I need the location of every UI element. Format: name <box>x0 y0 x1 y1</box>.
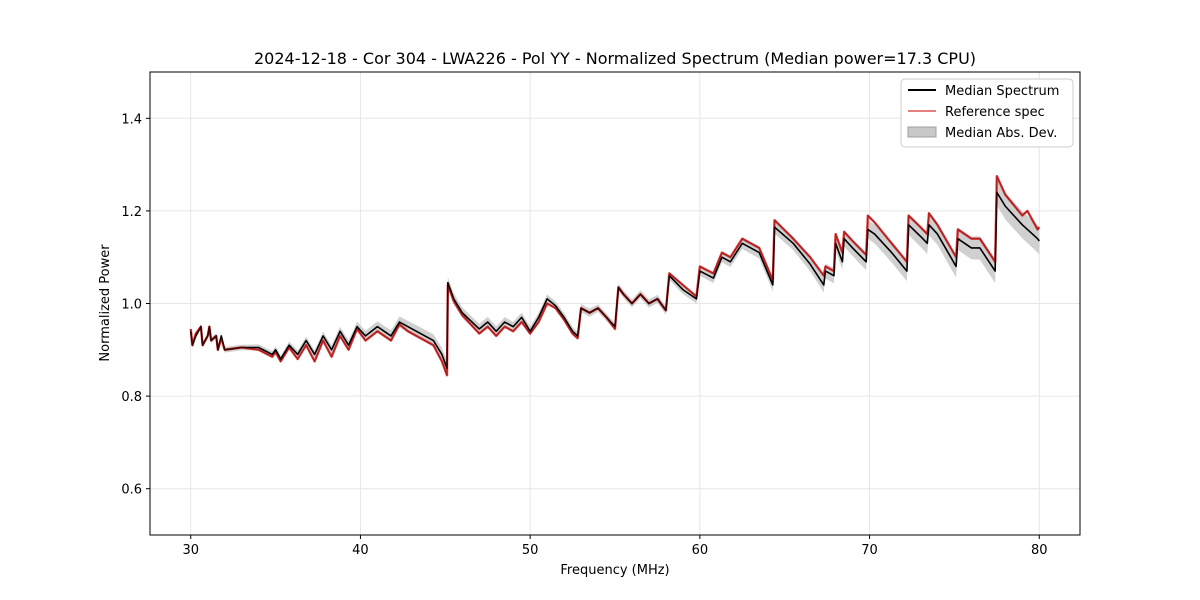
x-tick-label: 50 <box>522 543 539 558</box>
y-tick-label: 0.6 <box>121 483 142 498</box>
plot-area <box>189 174 1041 377</box>
chart-title: 2024-12-18 - Cor 304 - LWA226 - Pol YY -… <box>254 49 976 68</box>
legend-swatch-mad <box>907 126 937 138</box>
y-axis-label: Normalized Power <box>98 244 113 362</box>
x-tick-label: 30 <box>182 543 199 558</box>
x-tick-label: 80 <box>1031 543 1048 558</box>
spectrum-overlap-line <box>190 175 1040 376</box>
x-tick-label: 70 <box>861 543 878 558</box>
legend-label-mad: Median Abs. Dev. <box>945 126 1057 141</box>
legend-label-reference: Reference spec <box>945 105 1045 120</box>
x-tick-label: 60 <box>692 543 709 558</box>
x-tick-label: 40 <box>352 543 369 558</box>
axis-ticks: 30 40 50 60 70 80 0.6 0.8 1.0 1.2 1.4 <box>121 112 1047 558</box>
y-tick-label: 1.0 <box>121 298 142 313</box>
x-axis-label: Frequency (MHz) <box>560 563 669 578</box>
legend-box <box>900 78 1074 148</box>
legend: Median Spectrum Reference spec Median Ab… <box>900 78 1074 148</box>
y-tick-label: 1.2 <box>121 205 142 220</box>
legend-label-median: Median Spectrum <box>945 84 1059 99</box>
y-tick-label: 1.4 <box>121 112 142 127</box>
y-tick-label: 0.8 <box>121 390 142 405</box>
